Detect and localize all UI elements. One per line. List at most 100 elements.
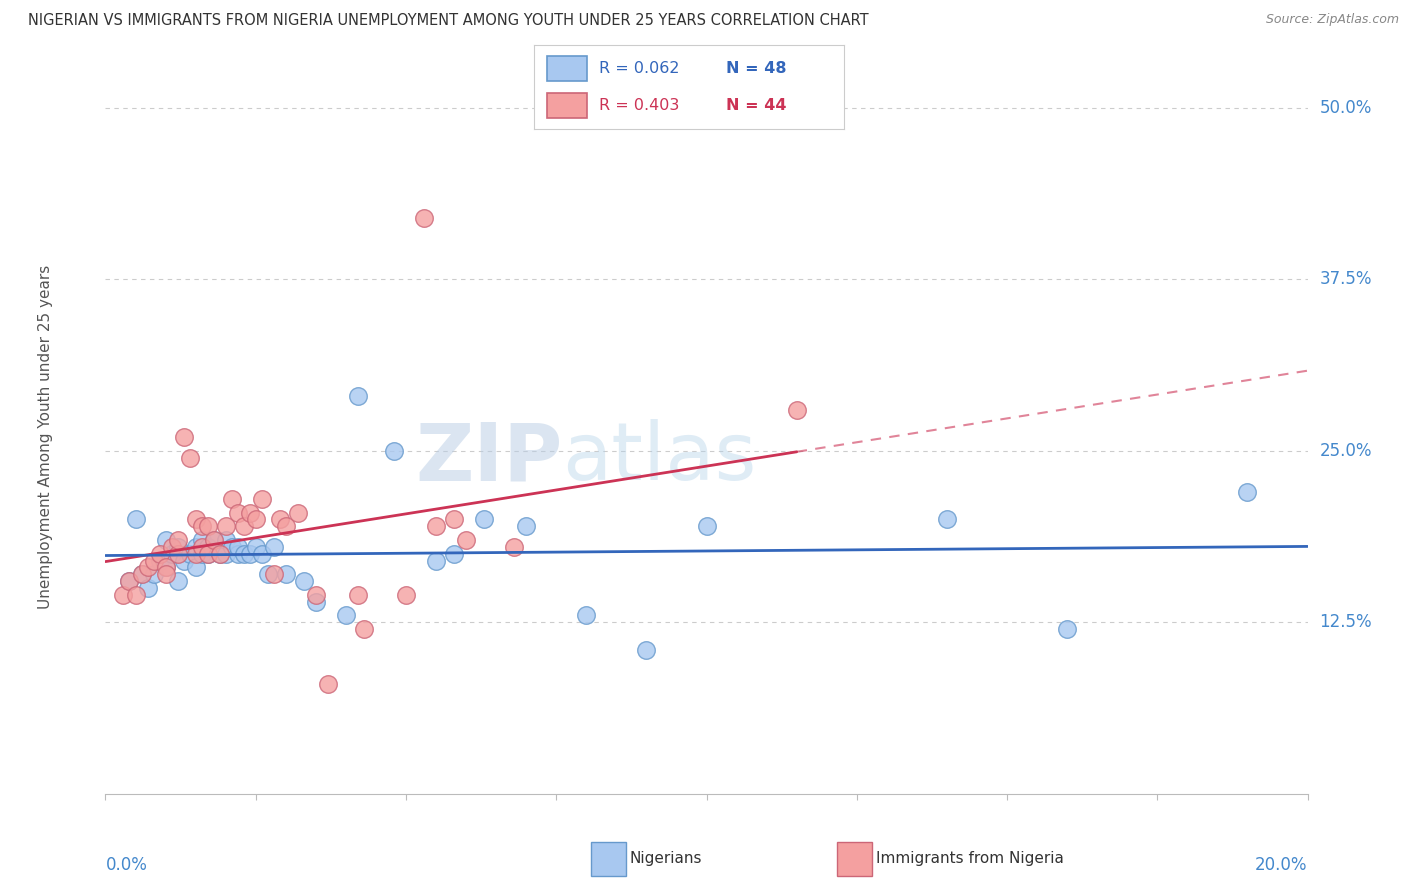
FancyBboxPatch shape <box>547 93 586 119</box>
Point <box>202 533 225 547</box>
Point <box>160 547 183 561</box>
Text: atlas: atlas <box>562 419 756 498</box>
Text: Nigerians: Nigerians <box>630 852 703 866</box>
Point <box>786 402 808 417</box>
Point <box>274 519 297 533</box>
Text: N = 48: N = 48 <box>725 61 786 76</box>
Point <box>208 547 231 561</box>
Text: N = 44: N = 44 <box>725 98 786 113</box>
Point <box>305 588 328 602</box>
Point <box>124 512 146 526</box>
Point <box>245 540 267 554</box>
FancyBboxPatch shape <box>547 55 586 81</box>
Point <box>696 519 718 533</box>
Point <box>636 642 658 657</box>
Point <box>118 574 141 589</box>
Point <box>112 588 135 602</box>
Point <box>425 553 447 567</box>
Point <box>214 533 236 547</box>
Point <box>136 560 159 574</box>
Point <box>425 519 447 533</box>
Point <box>197 547 219 561</box>
Point <box>142 567 165 582</box>
Text: 50.0%: 50.0% <box>1320 99 1372 117</box>
Point <box>173 553 195 567</box>
Point <box>208 547 231 561</box>
Point <box>148 553 170 567</box>
Point <box>353 622 375 636</box>
Point <box>256 567 278 582</box>
Point <box>197 519 219 533</box>
Point <box>503 540 526 554</box>
Point <box>190 533 212 547</box>
Point <box>155 560 177 574</box>
Point <box>160 540 183 554</box>
Text: 0.0%: 0.0% <box>105 855 148 873</box>
Point <box>292 574 315 589</box>
Point <box>184 547 207 561</box>
Point <box>382 443 405 458</box>
Point <box>454 533 477 547</box>
Point <box>202 533 225 547</box>
Point <box>239 506 262 520</box>
Point <box>575 608 598 623</box>
Point <box>166 547 188 561</box>
Point <box>232 519 254 533</box>
Point <box>472 512 495 526</box>
Point <box>1056 622 1078 636</box>
Text: 37.5%: 37.5% <box>1320 270 1372 288</box>
Text: 20.0%: 20.0% <box>1256 855 1308 873</box>
Point <box>131 567 153 582</box>
Text: Immigrants from Nigeria: Immigrants from Nigeria <box>876 852 1064 866</box>
Point <box>221 491 243 506</box>
Point <box>142 553 165 567</box>
Point <box>148 547 170 561</box>
Point <box>118 574 141 589</box>
Point <box>136 581 159 595</box>
Point <box>250 491 273 506</box>
Text: 25.0%: 25.0% <box>1320 442 1372 459</box>
Point <box>274 567 297 582</box>
Point <box>179 547 201 561</box>
Point <box>232 547 254 561</box>
Text: R = 0.403: R = 0.403 <box>599 98 679 113</box>
Point <box>197 540 219 554</box>
Point <box>173 430 195 444</box>
Point <box>316 677 339 691</box>
Point <box>124 588 146 602</box>
Point <box>155 560 177 574</box>
Point <box>515 519 537 533</box>
Point <box>1236 485 1258 500</box>
Point <box>221 540 243 554</box>
Point <box>936 512 959 526</box>
Point <box>131 567 153 582</box>
Point <box>269 512 291 526</box>
Point <box>335 608 357 623</box>
Point <box>305 595 328 609</box>
Text: Unemployment Among Youth under 25 years: Unemployment Among Youth under 25 years <box>38 265 53 609</box>
Point <box>239 547 262 561</box>
Point <box>166 574 188 589</box>
Point <box>184 540 207 554</box>
Text: NIGERIAN VS IMMIGRANTS FROM NIGERIA UNEMPLOYMENT AMONG YOUTH UNDER 25 YEARS CORR: NIGERIAN VS IMMIGRANTS FROM NIGERIA UNEM… <box>28 13 869 29</box>
Point <box>443 512 465 526</box>
Point <box>245 512 267 526</box>
Point <box>226 540 249 554</box>
Point <box>190 540 212 554</box>
Point <box>197 547 219 561</box>
Point <box>184 512 207 526</box>
Point <box>347 588 370 602</box>
Text: ZIP: ZIP <box>415 419 562 498</box>
Point <box>226 506 249 520</box>
Point <box>155 567 177 582</box>
Point <box>166 540 188 554</box>
Point <box>263 567 285 582</box>
Point <box>263 540 285 554</box>
Point <box>226 547 249 561</box>
Point <box>155 533 177 547</box>
Point <box>190 547 212 561</box>
Point <box>214 519 236 533</box>
Point <box>395 588 418 602</box>
Point <box>347 389 370 403</box>
Point <box>413 211 436 225</box>
